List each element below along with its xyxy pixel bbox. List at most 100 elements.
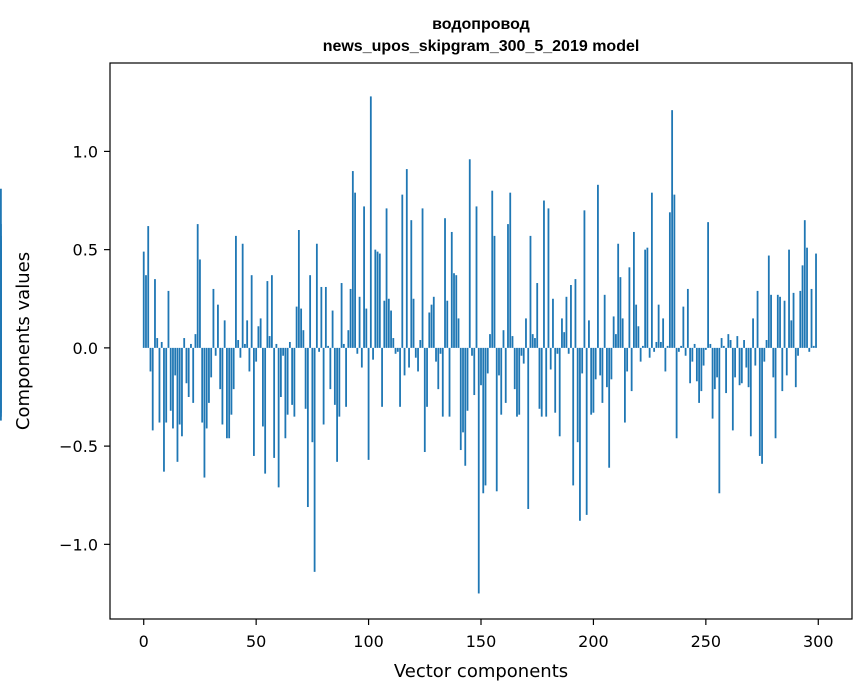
bar [815, 253, 817, 348]
bar [662, 318, 665, 348]
bar [473, 347, 476, 396]
bar [257, 326, 260, 348]
plot-area-frame [109, 62, 853, 620]
bar [302, 330, 305, 348]
bar [603, 294, 606, 348]
bar [801, 265, 804, 348]
bar [262, 347, 264, 427]
bar [0, 347, 2, 382]
bar [439, 347, 442, 354]
bar [203, 347, 206, 478]
bar [394, 347, 397, 354]
y-tick-label: 0.0 [73, 339, 98, 358]
bar [554, 347, 557, 413]
bar [459, 347, 462, 451]
bar [785, 347, 788, 376]
bar [374, 249, 377, 348]
y-tick-label: −1.0 [59, 535, 98, 554]
bar [597, 184, 599, 348]
bar [0, 188, 2, 348]
bar [763, 347, 766, 362]
bar [502, 330, 505, 348]
bar [320, 286, 323, 348]
bar [293, 347, 296, 417]
bar [183, 338, 186, 348]
bar [547, 208, 550, 348]
bar [241, 243, 244, 348]
x-axis-ticks: 0 50 100 150 200 250 300 [139, 619, 834, 651]
bar [734, 347, 736, 378]
bar [601, 347, 604, 403]
bar [333, 347, 336, 405]
bar [244, 343, 246, 348]
bar [286, 347, 289, 415]
bar [749, 347, 752, 437]
bar [194, 334, 197, 348]
bar [248, 347, 251, 372]
bar [390, 310, 392, 348]
bar [297, 230, 300, 348]
bar [399, 347, 401, 407]
bar [495, 347, 498, 492]
bar [232, 347, 235, 390]
bar [367, 347, 370, 460]
bar [549, 347, 552, 370]
bar [158, 347, 161, 423]
bar [531, 334, 534, 348]
bar [327, 345, 329, 348]
bar [208, 347, 210, 403]
bar [765, 340, 768, 348]
bar [727, 334, 730, 348]
bar [318, 347, 321, 352]
bar [788, 249, 790, 348]
bar [214, 347, 217, 356]
bar [516, 347, 518, 417]
bar [142, 251, 145, 348]
bar [315, 243, 318, 348]
bar [192, 347, 195, 403]
bar [185, 347, 188, 384]
x-tick-label: 0 [139, 632, 149, 651]
bar [412, 298, 415, 348]
bar [486, 347, 489, 374]
bar [588, 320, 590, 348]
chart-subtitle: news_upos_skipgram_300_5_2019 model [323, 38, 640, 55]
bar [745, 347, 748, 368]
x-tick-label: 250 [691, 632, 722, 651]
x-tick-label: 200 [578, 632, 609, 651]
bar [304, 347, 307, 409]
bar [358, 296, 361, 348]
chart-title: водопровод [432, 16, 530, 33]
bar [525, 318, 527, 348]
bar [704, 347, 707, 350]
bar [480, 347, 482, 386]
bar [563, 332, 566, 348]
bar [329, 347, 332, 390]
bar [783, 300, 786, 348]
bar [331, 310, 334, 348]
bar [639, 347, 642, 362]
bar [630, 347, 633, 392]
bar [675, 347, 678, 439]
bar [266, 281, 269, 348]
x-axis-label: Vector components [394, 661, 568, 682]
bar [381, 347, 383, 407]
bar [239, 347, 242, 358]
bar [349, 288, 352, 348]
bar [205, 347, 208, 429]
bar [747, 347, 750, 388]
bar [423, 347, 426, 453]
bar [163, 347, 165, 472]
bar [743, 340, 745, 348]
bar [579, 347, 581, 521]
bar [471, 347, 473, 356]
bar [543, 200, 545, 348]
bar [145, 275, 147, 348]
bar [201, 347, 204, 423]
bar [792, 292, 795, 348]
bar [156, 338, 159, 348]
bar [230, 347, 233, 415]
bar [284, 347, 287, 439]
bar [615, 334, 617, 348]
x-tick-label: 150 [466, 632, 497, 651]
